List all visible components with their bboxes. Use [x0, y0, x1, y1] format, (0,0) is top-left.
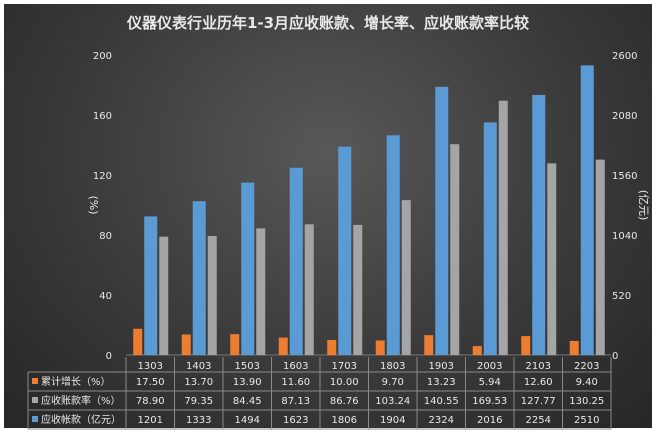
- x-tick-label: 1703: [332, 361, 357, 372]
- bar-receivables: [192, 201, 206, 355]
- bar-growth: [472, 346, 482, 355]
- table-cell: 2254: [526, 415, 551, 426]
- y2-tick-label: 2600: [612, 51, 637, 62]
- bar-receivables: [532, 94, 546, 355]
- table-cell: 1201: [138, 415, 163, 426]
- y2-tick-label: 2080: [612, 111, 637, 122]
- table-cell: 2016: [477, 415, 502, 426]
- bar-rate: [353, 224, 363, 355]
- legend-label: 累计增长（%）: [41, 375, 111, 388]
- x-tick-label: 2003: [477, 361, 502, 372]
- bar-growth: [278, 337, 288, 355]
- y2-tick-label: 0: [612, 351, 618, 362]
- x-tick-label: 1303: [138, 361, 163, 372]
- x-tick-label: 1403: [186, 361, 211, 372]
- table-cell: 86.76: [330, 396, 359, 407]
- bar-rate: [207, 235, 217, 355]
- bar-growth: [424, 335, 434, 355]
- legend-key: [32, 378, 38, 384]
- y2-axis-label: (亿元): [637, 190, 650, 221]
- y-tick-label: 200: [93, 51, 112, 62]
- bar-rate: [498, 100, 508, 355]
- bar-growth: [181, 334, 191, 355]
- bar-receivables: [386, 135, 400, 355]
- bar-receivables: [144, 216, 158, 355]
- table-cell: 84.45: [233, 396, 262, 407]
- bar-receivables: [241, 182, 255, 355]
- bar-receivables: [289, 167, 303, 355]
- bar-rate: [595, 159, 605, 355]
- y-tick-label: 160: [93, 111, 112, 122]
- table-cell: 103.24: [375, 396, 410, 407]
- y-tick-label: 120: [93, 171, 112, 182]
- y-tick-label: 40: [99, 291, 112, 302]
- bar-receivables: [338, 146, 352, 355]
- bar-rate: [450, 144, 460, 355]
- bar-receivables: [580, 65, 594, 355]
- legend-label: 应收帐款（亿元）: [41, 413, 121, 426]
- bar-receivables: [483, 122, 497, 355]
- table-cell: 1333: [186, 415, 211, 426]
- bar-receivables: [435, 86, 449, 355]
- bar-growth: [521, 336, 531, 355]
- y2-tick-label: 1040: [612, 231, 637, 242]
- table-cell: 87.13: [281, 396, 310, 407]
- table-cell: 5.94: [479, 377, 501, 388]
- table-cell: 169.53: [472, 396, 507, 407]
- table-cell: 127.77: [521, 396, 556, 407]
- table-cell: 12.60: [524, 377, 553, 388]
- table-cell: 9.40: [576, 377, 598, 388]
- legend-key: [32, 416, 38, 422]
- x-tick-label: 1803: [380, 361, 405, 372]
- table-cell: 17.50: [136, 377, 165, 388]
- bar-growth: [327, 340, 337, 355]
- y-tick-label: 0: [106, 351, 112, 362]
- bar-growth: [569, 340, 579, 355]
- bar-rate: [547, 163, 557, 355]
- table-cell: 13.90: [233, 377, 262, 388]
- table-cell: 1806: [332, 415, 357, 426]
- y-axis-label: (%): [87, 195, 100, 214]
- table-cell: 9.70: [382, 377, 404, 388]
- x-tick-label: 1503: [235, 361, 260, 372]
- table-cell: 1904: [380, 415, 405, 426]
- chart-title: 仪器仪表行业历年1-3月应收账款、增长率、应收账款率比较: [126, 14, 529, 32]
- x-tick-label: 2103: [526, 361, 551, 372]
- table-cell: 130.25: [569, 396, 604, 407]
- table-cell: 13.70: [184, 377, 213, 388]
- x-tick-label: 2203: [574, 361, 599, 372]
- bar-rate: [304, 224, 314, 355]
- bar-growth: [375, 340, 385, 355]
- x-tick-label: 1603: [283, 361, 308, 372]
- y2-tick-label: 1560: [612, 171, 637, 182]
- table-cell: 2324: [429, 415, 454, 426]
- y2-tick-label: 520: [612, 291, 631, 302]
- legend-label: 应收账款率（%）: [41, 394, 121, 407]
- table-cell: 13.23: [427, 377, 456, 388]
- bar-growth: [133, 328, 143, 355]
- x-tick-label: 1903: [429, 361, 454, 372]
- table-cell: 79.35: [184, 396, 213, 407]
- table-cell: 10.00: [330, 377, 359, 388]
- bar-rate: [401, 200, 411, 355]
- table-cell: 1494: [235, 415, 260, 426]
- legend-key: [32, 397, 38, 403]
- bar-rate: [159, 236, 169, 355]
- table-cell: 2510: [574, 415, 599, 426]
- bar-growth: [230, 334, 240, 355]
- table-cell: 78.90: [136, 396, 165, 407]
- table-cell: 140.55: [424, 396, 459, 407]
- table-cell: 1623: [283, 415, 308, 426]
- y-tick-label: 80: [99, 231, 112, 242]
- bar-rate: [256, 228, 266, 355]
- table-cell: 11.60: [281, 377, 310, 388]
